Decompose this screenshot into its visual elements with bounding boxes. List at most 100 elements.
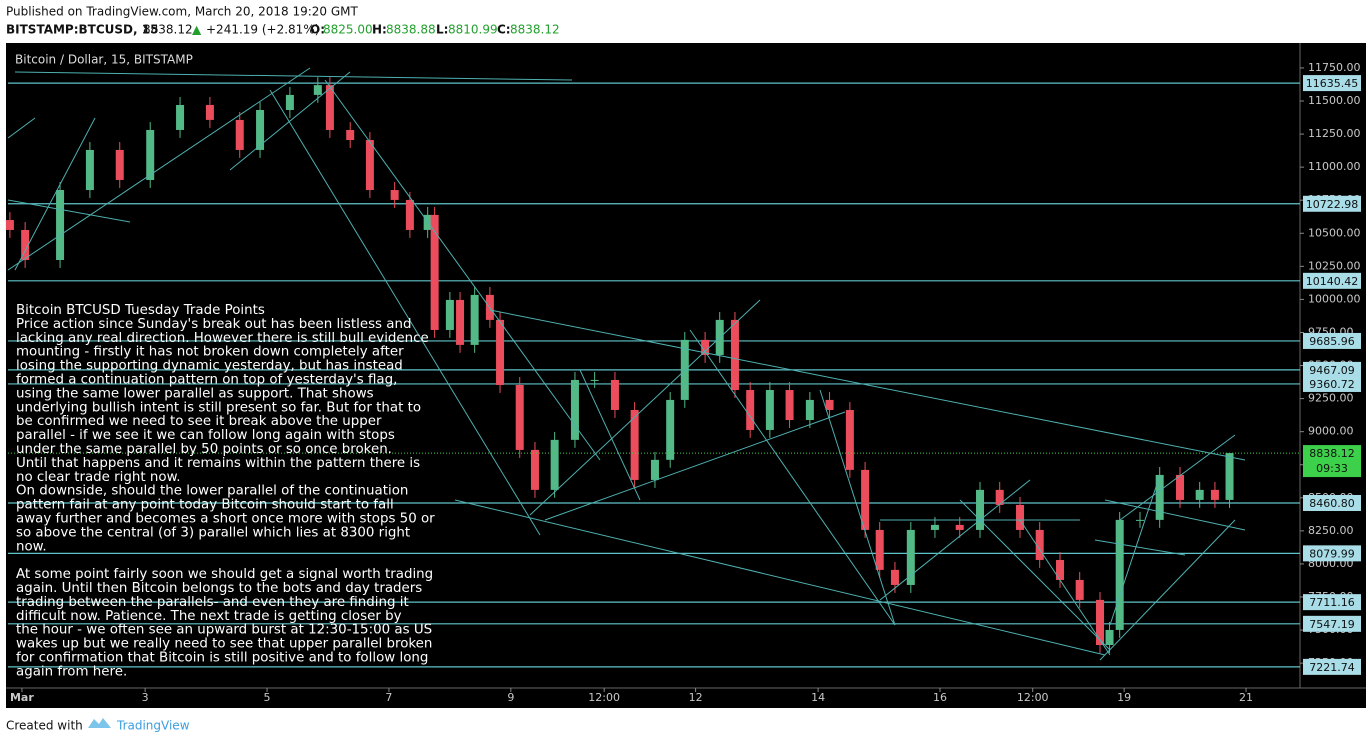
trend-line bbox=[879, 479, 1031, 601]
candle-body bbox=[56, 190, 65, 260]
y-tick-label: 10000.00 bbox=[1308, 292, 1361, 305]
last-price: 8838.12 bbox=[143, 23, 193, 37]
x-tick-label: 14 bbox=[811, 691, 825, 704]
annotation-line: Until that happens and it remains within… bbox=[16, 456, 420, 471]
x-tick-label: 12:00 bbox=[1017, 691, 1049, 704]
trend-line bbox=[14, 117, 96, 271]
candle-body bbox=[530, 449, 539, 490]
y-tick-label: 10250.00 bbox=[1308, 259, 1361, 272]
candle-body bbox=[1195, 489, 1204, 500]
candle-body bbox=[746, 390, 755, 430]
level-label-box bbox=[1303, 195, 1361, 212]
level-label-box bbox=[1303, 375, 1361, 392]
x-tick-label: 3 bbox=[142, 691, 149, 704]
annotation-line: trading between the parallels- and even … bbox=[16, 595, 409, 610]
candle-body bbox=[976, 489, 985, 530]
trend-line bbox=[324, 79, 601, 461]
level-label-box bbox=[1303, 75, 1361, 92]
trend-line bbox=[689, 329, 896, 626]
level-label: 11635.45 bbox=[1306, 77, 1359, 90]
footer-brand[interactable]: TradingView bbox=[116, 719, 190, 733]
annotation-line: again. Until then Bitcoin belongs to the… bbox=[16, 581, 422, 596]
low-label: L: bbox=[436, 23, 448, 37]
trend-line bbox=[7, 199, 131, 223]
x-tick-label: 7 bbox=[385, 691, 392, 704]
chart-title: Bitcoin / Dollar, 15, BITSTAMP bbox=[15, 53, 193, 67]
level-label-box bbox=[1303, 545, 1361, 562]
close-value: 8838.12 bbox=[510, 23, 560, 37]
candle-body bbox=[256, 110, 265, 150]
candle-body bbox=[805, 399, 814, 421]
trend-line bbox=[1109, 474, 1161, 626]
footer-created: Created with bbox=[6, 719, 83, 733]
annotation-line: Price action since Sunday's break out ha… bbox=[16, 317, 411, 332]
annotation-line: under the same parallel by 50 points or … bbox=[16, 442, 392, 457]
annotation-line: parallel - if we see it we can follow lo… bbox=[16, 428, 395, 443]
trend-line bbox=[7, 67, 311, 271]
candle-body bbox=[235, 119, 244, 150]
level-label: 8079.99 bbox=[1309, 547, 1355, 560]
open-value: 8825.00 bbox=[323, 23, 373, 37]
candle-body bbox=[390, 190, 399, 200]
candle-body bbox=[470, 294, 479, 345]
low-value: 8810.99 bbox=[448, 23, 498, 37]
candle-body bbox=[630, 409, 639, 480]
candle-body bbox=[405, 199, 414, 230]
candle-body bbox=[1155, 474, 1164, 520]
trend-line bbox=[454, 499, 1106, 656]
level-label: 7711.16 bbox=[1309, 596, 1355, 609]
candle-body bbox=[825, 399, 834, 410]
candle-body bbox=[610, 379, 619, 410]
candle-body bbox=[590, 379, 599, 381]
candle-body bbox=[115, 149, 124, 180]
candle-body bbox=[5, 220, 14, 230]
annotation-line: lacking any real direction. However ther… bbox=[16, 331, 429, 346]
last-price-box bbox=[1303, 445, 1361, 478]
trend-line bbox=[14, 71, 573, 81]
candle-body bbox=[285, 94, 294, 111]
candle-body bbox=[445, 299, 454, 330]
candle-body bbox=[1035, 529, 1044, 560]
annotation-line: away further and becomes a short once mo… bbox=[16, 512, 435, 527]
open-label: O: bbox=[310, 23, 325, 37]
trend-line bbox=[229, 71, 351, 171]
candle-body bbox=[85, 149, 94, 191]
trend-line bbox=[544, 411, 846, 521]
level-label: 9360.72 bbox=[1309, 378, 1355, 391]
annotation-line: Bitcoin BTCUSD Tuesday Trade Points bbox=[16, 303, 265, 318]
candle-body bbox=[1136, 519, 1145, 521]
y-tick-label: 10500.00 bbox=[1308, 226, 1361, 239]
annotation-line: At some point fairly soon we should get … bbox=[16, 567, 433, 582]
candle-body bbox=[1096, 599, 1105, 646]
change-arrow: ▲ bbox=[192, 23, 202, 37]
candle-body bbox=[515, 384, 524, 450]
candle-body bbox=[701, 339, 710, 355]
annotation-line: formed a continuation pattern on top of … bbox=[16, 373, 397, 388]
x-tick-label: 12 bbox=[689, 691, 703, 704]
candle-body bbox=[890, 569, 899, 585]
y-tick-label: 11750.00 bbox=[1308, 61, 1361, 74]
trend-lines bbox=[7, 67, 1246, 661]
candle-body bbox=[1115, 519, 1124, 630]
published-line: Published on TradingView.com, March 20, … bbox=[6, 5, 359, 19]
candle-body bbox=[906, 529, 915, 585]
annotation-line: again from here. bbox=[16, 664, 127, 679]
candle-body bbox=[955, 524, 964, 530]
level-label-box bbox=[1303, 494, 1361, 511]
candle-body bbox=[365, 140, 374, 191]
trend-line bbox=[489, 309, 1246, 461]
annotation-line: losing the supporting dynamic yesterday,… bbox=[16, 359, 403, 374]
level-label: 7547.19 bbox=[1309, 618, 1355, 631]
candle-body bbox=[861, 469, 870, 530]
x-tick-label: Mar bbox=[10, 691, 34, 704]
candle-body bbox=[1176, 474, 1185, 500]
candle-body bbox=[765, 390, 774, 430]
candle-body bbox=[666, 399, 675, 460]
candle-body bbox=[1016, 504, 1025, 530]
annotation-line: for confirmation that Bitcoin is still p… bbox=[16, 651, 428, 666]
high-value: 8838.88 bbox=[386, 23, 436, 37]
annotation-line: wakes up but we really need to see that … bbox=[16, 637, 432, 652]
